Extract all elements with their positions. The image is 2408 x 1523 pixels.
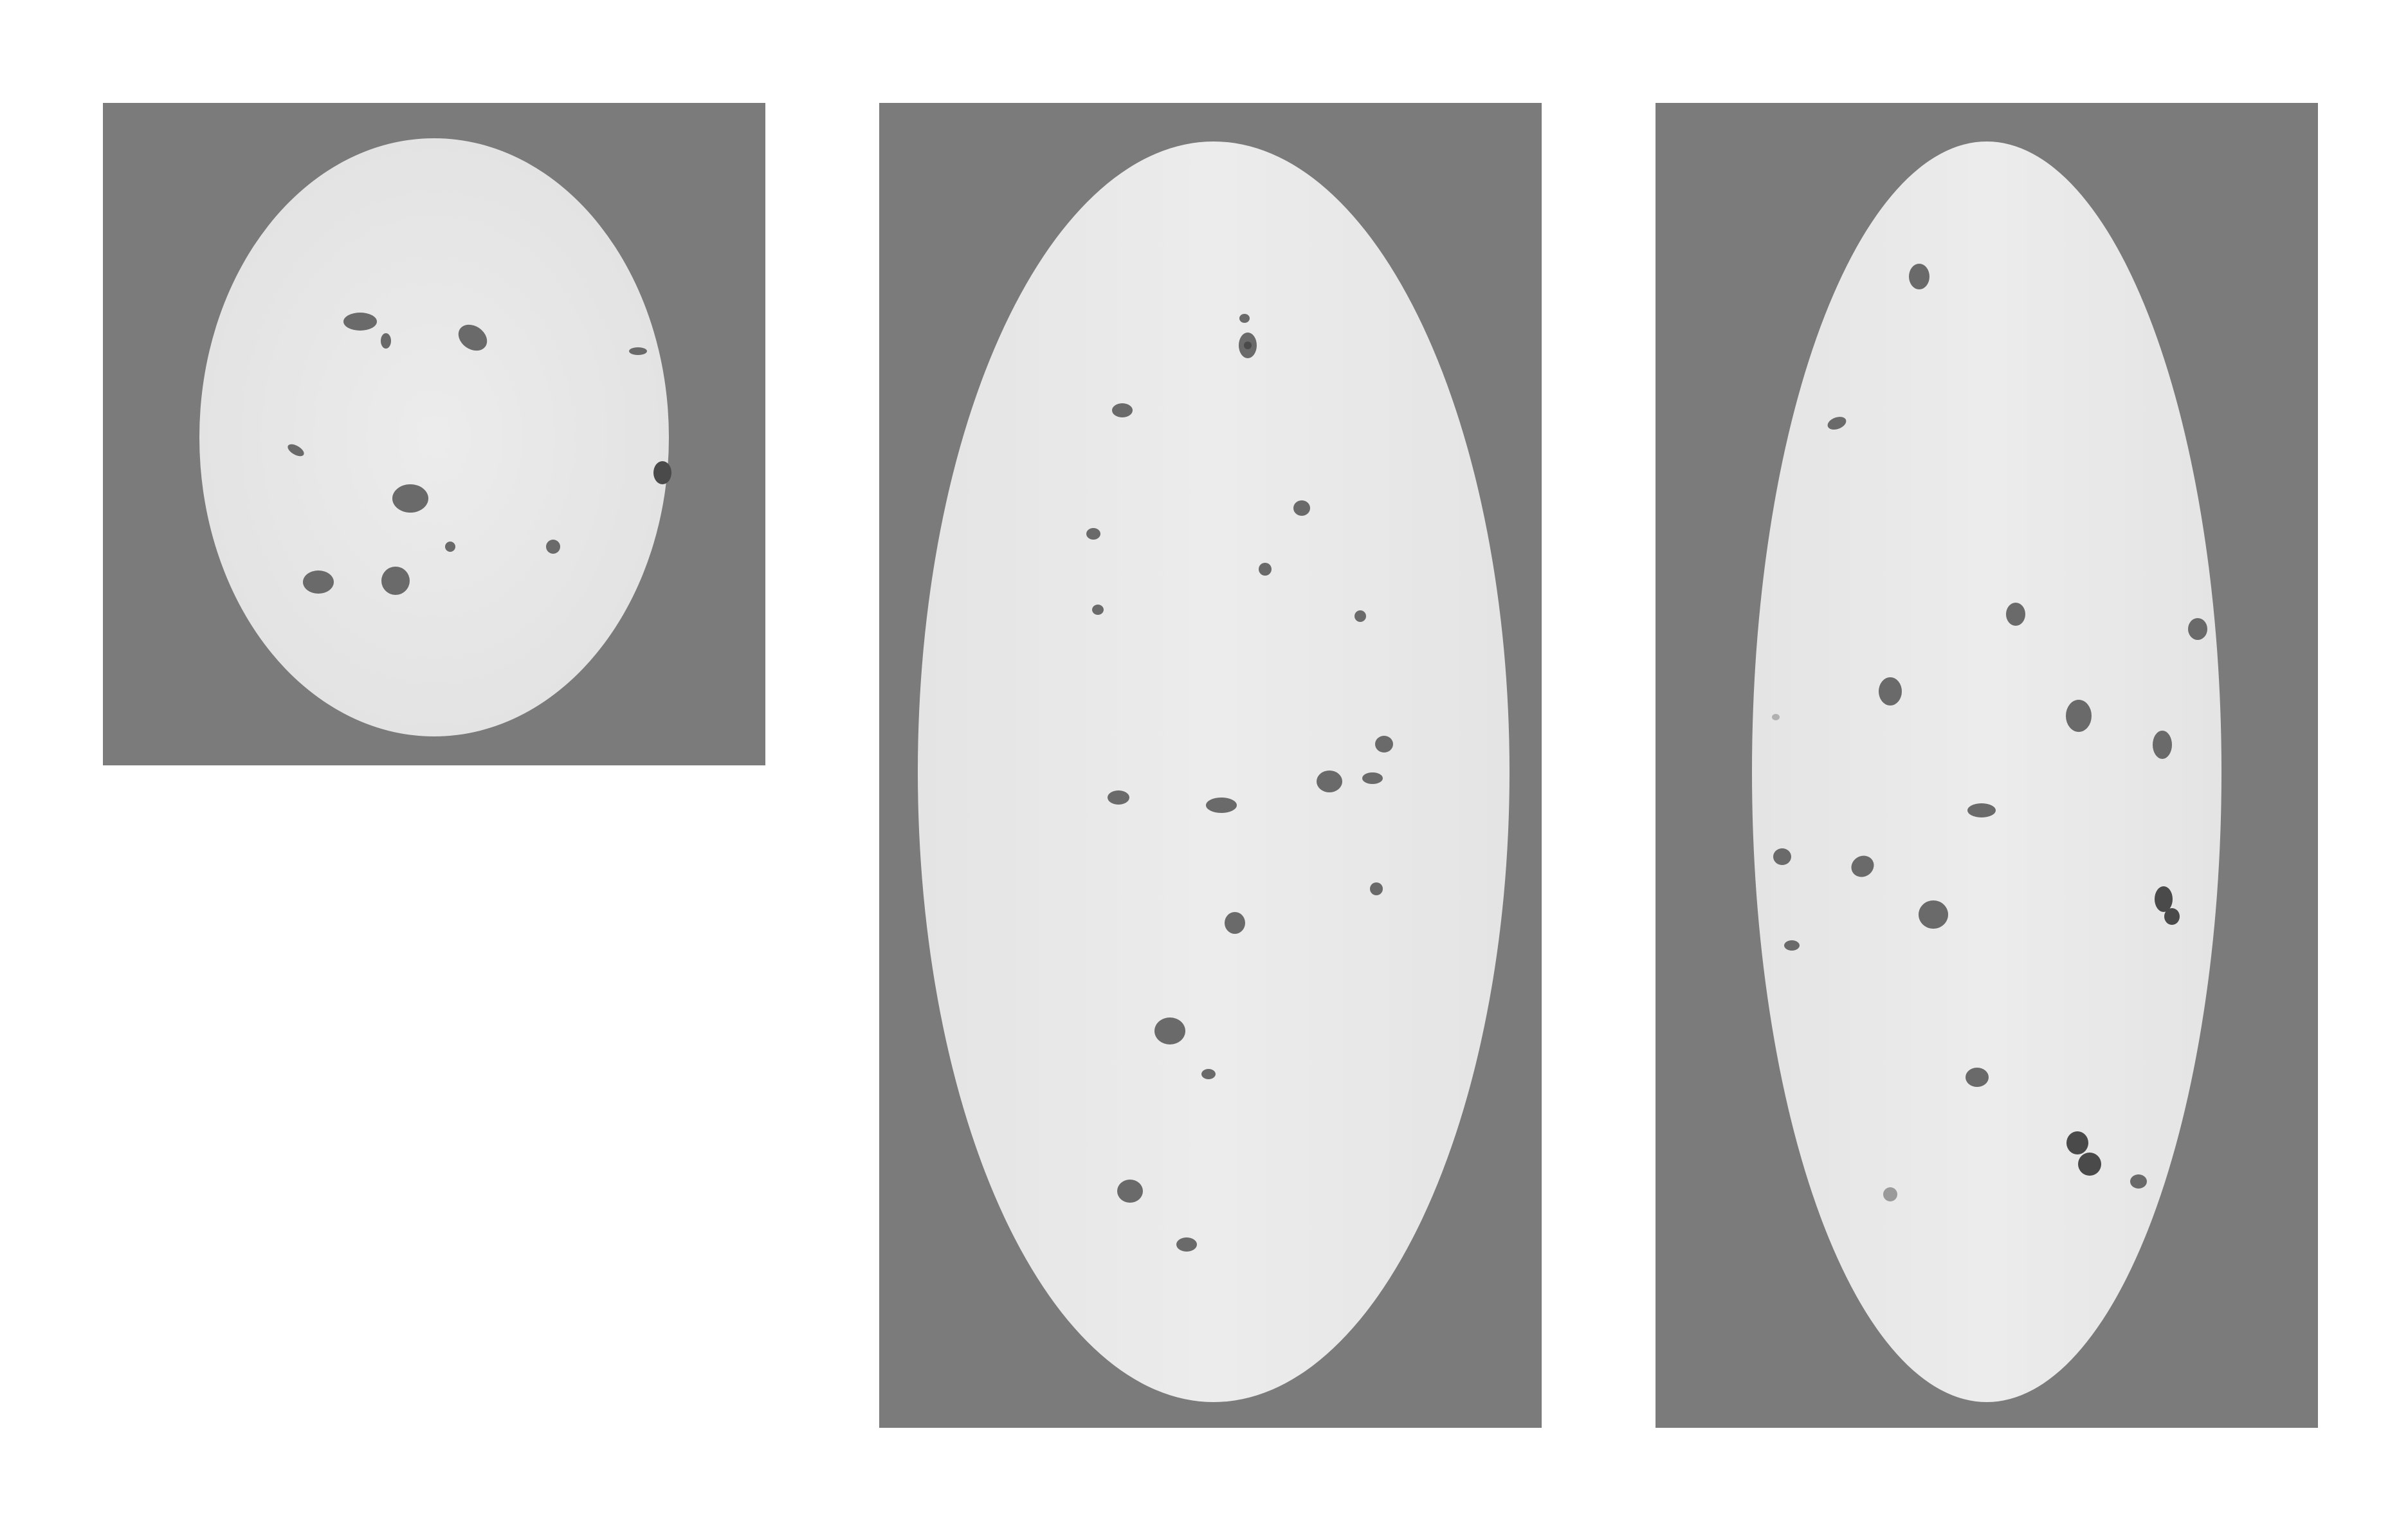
feature <box>2188 618 2207 640</box>
feature <box>1773 848 1791 865</box>
phantom-panel-2 <box>879 103 1542 1428</box>
feature <box>392 484 428 513</box>
feature <box>1772 714 1780 720</box>
feature <box>1362 772 1383 784</box>
phantom-panel-3 <box>1656 103 2318 1428</box>
phantom-ellipse <box>1752 141 2221 1402</box>
feature <box>1225 912 1245 934</box>
feature <box>381 333 391 349</box>
feature <box>1827 417 1847 430</box>
feature <box>2130 1174 2147 1189</box>
feature <box>303 570 334 594</box>
feature <box>1259 563 1272 576</box>
feature <box>2155 886 2173 912</box>
feature-group <box>1086 314 1393 1252</box>
phantom-ellipse <box>199 138 669 736</box>
feature <box>2066 700 2092 732</box>
feature <box>629 347 647 355</box>
feature <box>1206 798 1237 813</box>
feature <box>546 540 560 554</box>
feature-group <box>1772 264 2207 1201</box>
feature <box>1919 900 1948 929</box>
feature <box>381 567 410 595</box>
feature <box>1244 342 1252 349</box>
feature <box>1239 314 1250 323</box>
feature-group <box>287 313 671 595</box>
phantom-image-3 <box>1752 141 2221 1402</box>
feature <box>1883 1187 1897 1201</box>
feature <box>445 542 455 552</box>
feature <box>2164 908 2180 925</box>
feature <box>1176 1237 1197 1252</box>
feature <box>2006 603 2025 626</box>
feature <box>1154 1017 1185 1044</box>
feature <box>1293 500 1310 516</box>
feature <box>1112 403 1133 417</box>
feature <box>287 444 304 457</box>
phantom-image-1 <box>199 138 671 736</box>
phantom-panel-1 <box>103 103 765 765</box>
feature <box>1086 528 1100 540</box>
feature <box>1967 803 1996 817</box>
feature <box>653 461 671 484</box>
feature <box>458 324 488 351</box>
feature <box>1317 771 1342 792</box>
feature <box>1879 677 1902 706</box>
feature <box>1354 610 1366 622</box>
feature <box>1108 790 1129 805</box>
phantom-ellipse <box>918 141 1510 1402</box>
feature <box>1851 855 1874 877</box>
feature <box>1201 1069 1216 1079</box>
feature <box>2066 1131 2088 1154</box>
feature <box>1092 605 1104 615</box>
feature <box>1375 736 1393 752</box>
feature <box>1909 264 1929 289</box>
feature <box>1117 1180 1143 1203</box>
feature <box>343 313 377 331</box>
feature <box>2078 1153 2101 1176</box>
feature <box>2153 731 2172 759</box>
feature <box>1784 940 1800 951</box>
feature <box>1966 1068 1989 1087</box>
feature <box>1370 882 1383 895</box>
phantom-image-2 <box>918 141 1510 1402</box>
